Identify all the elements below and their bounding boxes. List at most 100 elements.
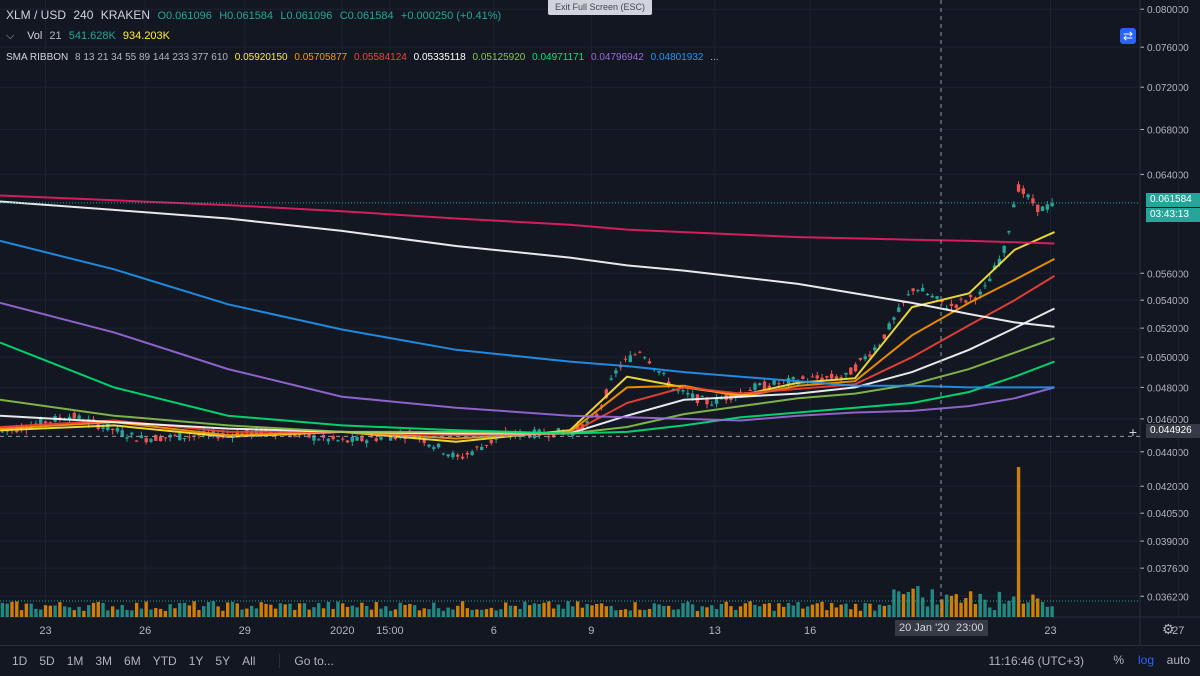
x-tick-label: 16: [804, 625, 816, 637]
volume-bar: [571, 606, 575, 617]
sma-line-377: [0, 200, 1055, 328]
volume-bar: [34, 608, 38, 617]
tf-6m[interactable]: 6M: [124, 654, 141, 668]
volume-bar: [805, 606, 810, 617]
tf-ytd[interactable]: YTD: [152, 654, 177, 668]
volume-bar: [575, 601, 580, 617]
volume-bar: [110, 606, 115, 617]
volume-bar: [997, 591, 1002, 617]
tf-5y[interactable]: 5Y: [215, 654, 231, 668]
volume-bar: [15, 601, 19, 617]
volume-bar: [312, 607, 316, 617]
candle-body: [983, 285, 987, 287]
sma-name[interactable]: SMA RIBBON: [6, 52, 69, 63]
volume-bar: [801, 608, 805, 617]
volume-bar: [815, 603, 819, 617]
vol-name[interactable]: Vol: [27, 30, 43, 42]
volume-bar: [556, 604, 561, 617]
volume-bar: [921, 597, 925, 617]
candle-body: [949, 303, 954, 306]
sma-more[interactable]: ...: [710, 52, 719, 63]
volume-bar: [911, 588, 915, 617]
volume-bar: [623, 609, 628, 617]
volume-bar: [873, 610, 877, 617]
volume-bar: [374, 602, 378, 617]
tf-3m[interactable]: 3M: [95, 654, 113, 668]
tf-1m[interactable]: 1M: [66, 654, 84, 668]
volume-bar: [480, 609, 484, 617]
candle-body: [480, 446, 484, 451]
candle-body: [39, 418, 43, 426]
volume-bar: [288, 603, 292, 617]
volume-bar: [158, 608, 163, 617]
sma-value-7: 0.04796942: [590, 52, 644, 63]
collapse-chevron-icon[interactable]: ⌵: [6, 30, 15, 42]
volume-bar: [734, 609, 738, 617]
x-tick-label: 26: [139, 625, 151, 637]
candle-body: [43, 421, 48, 424]
volume-bar: [705, 607, 709, 617]
volume-bar: [1012, 596, 1016, 617]
volume-bar: [436, 608, 441, 617]
volume-bar: [1016, 467, 1021, 617]
tf-1y[interactable]: 1Y: [188, 654, 204, 668]
volume-bar: [537, 603, 541, 617]
candle-body: [484, 444, 489, 446]
y-tick-label: 0.052000: [1147, 324, 1189, 335]
candle-body: [829, 373, 834, 379]
volume-bar: [767, 603, 771, 617]
volume-bar: [139, 608, 144, 617]
candle-body: [839, 377, 843, 379]
exit-fullscreen-button[interactable]: Exit Full Screen (ESC): [548, 0, 652, 15]
volume-bar: [211, 601, 215, 617]
volume-bar: [566, 601, 570, 617]
candle-body: [609, 378, 613, 380]
volume-bar: [1021, 603, 1026, 617]
volume-bar: [1036, 598, 1040, 617]
tf-1d[interactable]: 1D: [12, 654, 28, 668]
volume-bar: [964, 598, 968, 617]
interval-label[interactable]: 240: [73, 8, 94, 22]
volume-bar: [1026, 602, 1030, 617]
candle-body: [777, 383, 781, 385]
volume-bar: [930, 589, 934, 617]
x-tick-label: 2020: [330, 625, 354, 637]
volume-bar: [940, 599, 944, 617]
volume-bar: [743, 603, 748, 617]
candle-body: [494, 438, 498, 440]
volume-bar: [978, 593, 982, 617]
log-toggle[interactable]: log: [1137, 653, 1154, 667]
add-plus-icon[interactable]: +: [1128, 424, 1138, 440]
percent-toggle[interactable]: %: [1113, 653, 1124, 667]
volume-bar: [547, 601, 551, 617]
volume-bar: [499, 609, 503, 617]
volume-bar: [877, 604, 882, 617]
sma-value-4: 0.05335118: [413, 52, 466, 63]
volume-bar: [992, 609, 997, 617]
candle-body: [1007, 231, 1011, 233]
volume-bar: [959, 602, 963, 617]
gear-icon[interactable]: ⚙: [1162, 621, 1175, 637]
auto-toggle[interactable]: auto: [1166, 653, 1190, 667]
candle-body: [676, 390, 680, 392]
tf-all[interactable]: All: [242, 654, 256, 668]
tf-5d[interactable]: 5D: [39, 654, 55, 668]
candle-body: [892, 317, 896, 320]
volume-bar: [393, 609, 398, 617]
candle-body: [182, 438, 187, 440]
volume-bar: [460, 601, 465, 617]
volume-bar: [1007, 601, 1011, 617]
symbol-name[interactable]: XLM / USD: [6, 8, 67, 22]
candle-body: [791, 377, 795, 380]
goto-button[interactable]: Go to...: [279, 654, 334, 668]
y-tick-label: 0.050000: [1147, 353, 1189, 364]
clock-label[interactable]: 11:16:46 (UTC+3): [988, 654, 1085, 668]
volume-bar: [882, 605, 887, 617]
candle-body: [345, 440, 350, 443]
volume-bar: [29, 603, 33, 617]
sma-line-34: [0, 307, 1055, 435]
candle-body: [72, 412, 76, 419]
restore-icon[interactable]: ⇄: [1120, 28, 1136, 44]
candle-body: [614, 370, 618, 374]
